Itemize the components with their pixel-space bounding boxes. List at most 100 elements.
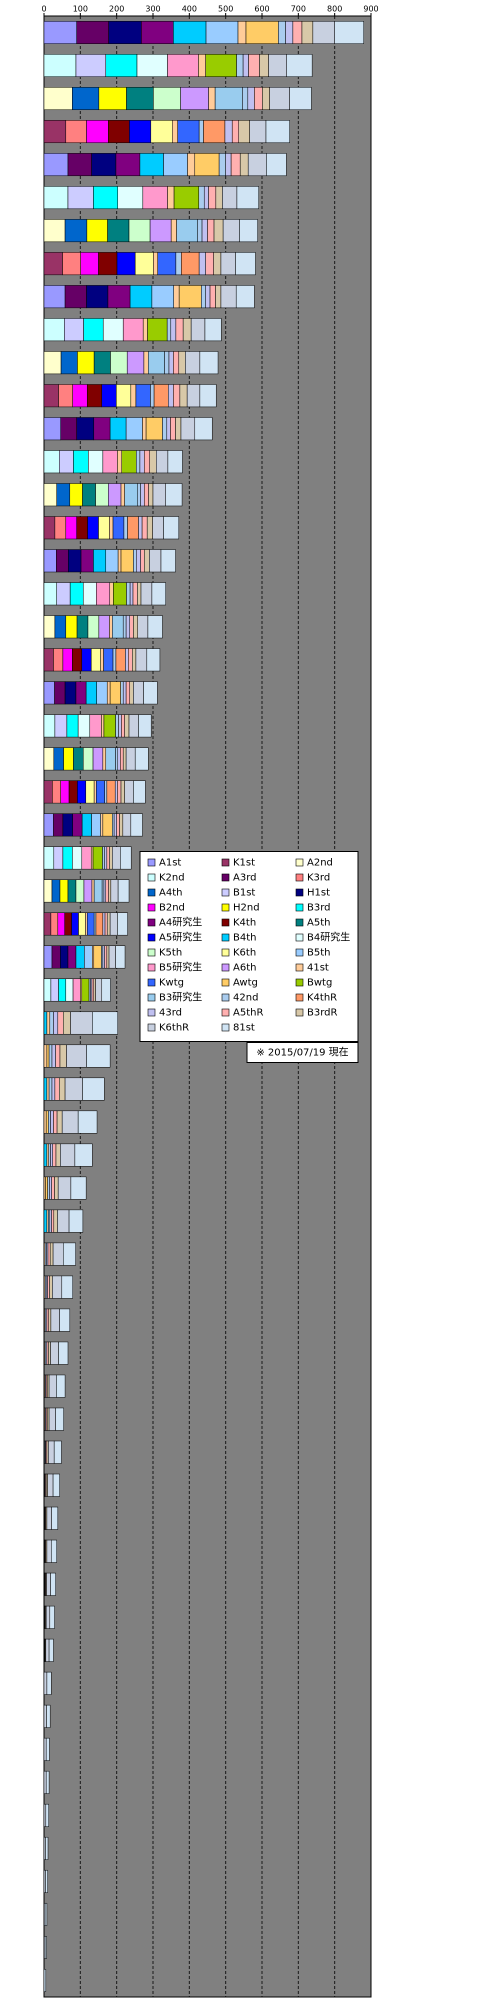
bar-segment	[167, 417, 171, 439]
legend-swatch	[296, 874, 303, 881]
bar-segment	[56, 1408, 64, 1430]
bar-segment	[68, 946, 76, 968]
bar-segment	[83, 484, 96, 506]
bar-segment	[170, 417, 175, 439]
bar-segment	[225, 120, 232, 142]
legend-label: K3rd	[307, 873, 330, 884]
bar-segment	[96, 484, 109, 506]
bar-segment	[71, 1177, 86, 1199]
bar-segment	[44, 318, 64, 340]
bar-segment	[161, 550, 176, 572]
x-tick-label: 100	[73, 5, 88, 14]
bar-segment	[46, 1639, 49, 1661]
bar-segment	[58, 1012, 63, 1034]
bar-segment	[117, 913, 127, 935]
legend-swatch	[222, 889, 229, 896]
bar-segment	[110, 351, 127, 373]
bar-segment	[147, 649, 160, 671]
legend-label: B2nd	[159, 903, 185, 914]
bar-segment	[48, 1474, 53, 1496]
bar-segment	[104, 880, 106, 902]
bar-segment	[148, 351, 164, 373]
bar-segment	[76, 682, 86, 704]
bar-segment	[165, 351, 169, 373]
bar-segment	[60, 1144, 75, 1166]
bar-segment	[44, 814, 53, 836]
bar-segment	[172, 120, 177, 142]
bar-segment	[64, 318, 83, 340]
bar-segment	[122, 450, 137, 472]
bar-segment	[195, 417, 212, 439]
bar-segment	[77, 351, 94, 373]
bar-segment	[221, 252, 236, 274]
bar-segment	[51, 913, 58, 935]
bar-segment	[49, 1309, 51, 1331]
legend-label: Kwtg	[159, 978, 184, 989]
bar-segment	[96, 979, 102, 1001]
bar-segment	[188, 153, 195, 175]
bar-segment	[44, 186, 68, 208]
legend-label: K5th	[159, 948, 182, 959]
bar-segment	[94, 417, 110, 439]
bar-segment	[94, 781, 96, 803]
bar-segment	[181, 252, 199, 274]
bar-segment	[144, 351, 148, 373]
bar-segment	[150, 450, 157, 472]
bar-segment	[47, 1078, 49, 1100]
bar-segment	[48, 1177, 50, 1199]
bar-segment	[52, 781, 60, 803]
bar-segment	[90, 715, 102, 737]
bar-segment	[79, 913, 86, 935]
bar-segment	[94, 880, 102, 902]
bar-segment	[66, 120, 87, 142]
bar-segment	[52, 1507, 58, 1529]
bar-segment	[59, 1342, 68, 1364]
bar-segment	[206, 285, 210, 307]
bar-segment	[51, 1540, 56, 1562]
bar-segment	[84, 318, 104, 340]
bar-segment	[97, 682, 108, 704]
bar-segment	[44, 781, 52, 803]
bar-segment	[93, 847, 102, 869]
bar-segment	[113, 517, 124, 539]
bar-segment	[142, 517, 147, 539]
bar-segment	[133, 682, 143, 704]
bar-segment	[44, 1012, 47, 1034]
bar-segment	[290, 87, 312, 109]
bar-segment	[221, 285, 236, 307]
bar-segment	[59, 384, 73, 406]
bar-segment	[56, 1375, 65, 1397]
legend-swatch	[296, 994, 303, 1001]
legend-label: B5th	[307, 948, 330, 959]
legend-label: B5研究生	[159, 961, 202, 974]
bar-segment	[83, 583, 96, 605]
bar-segment	[56, 1144, 60, 1166]
bar-segment	[49, 1177, 51, 1199]
bar-segment	[287, 54, 312, 76]
bar-segment	[113, 583, 126, 605]
bar-segment	[77, 517, 88, 539]
bar-segment	[200, 384, 216, 406]
bar-segment	[46, 1804, 49, 1826]
bar-segment	[153, 252, 157, 274]
bar-segment	[237, 54, 244, 76]
bar-segment	[73, 450, 88, 472]
bar-segment	[110, 417, 126, 439]
bar-segment	[69, 1210, 83, 1232]
legend-label: K6th	[233, 948, 256, 959]
x-tick-label: 0	[41, 5, 46, 14]
legend-swatch	[148, 904, 155, 911]
bar-segment	[176, 318, 183, 340]
bar-segment	[187, 384, 200, 406]
bar-segment	[136, 550, 140, 572]
bar-segment	[57, 583, 70, 605]
bar-segment	[198, 219, 202, 241]
bar-segment	[50, 1012, 54, 1034]
bar-segment	[87, 120, 109, 142]
bar-segment	[82, 649, 91, 671]
bar-segment	[141, 550, 145, 572]
bar-segment	[204, 186, 208, 208]
bar-segment	[181, 87, 209, 109]
bar-segment	[123, 616, 126, 638]
